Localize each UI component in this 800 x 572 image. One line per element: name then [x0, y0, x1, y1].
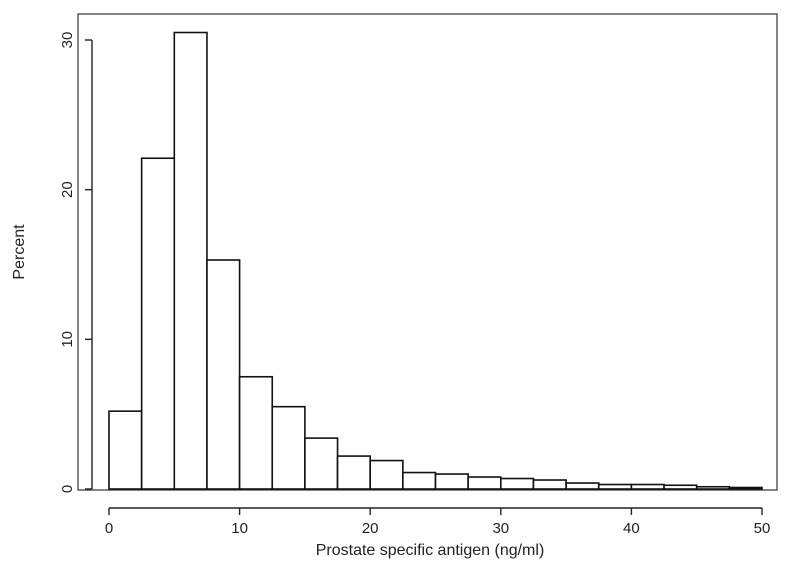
y-tick-label: 10: [59, 331, 76, 348]
y-tick-label: 0: [59, 485, 76, 493]
x-tick-label: 50: [754, 520, 771, 537]
y-axis-ticks: 0 10 20 30: [59, 32, 92, 493]
x-tick-label: 20: [362, 520, 379, 537]
histogram-bar: [336, 455, 371, 490]
histogram-bar: [173, 31, 208, 490]
y-axis-title: Percent: [11, 224, 28, 280]
histogram-bar: [108, 410, 143, 490]
histogram-bar: [140, 157, 176, 490]
x-axis-title: Prostate specific antigen (ng/ml): [316, 542, 545, 559]
histogram-bar: [499, 477, 535, 490]
histogram-bar: [467, 476, 502, 490]
plot-frame: [77, 13, 778, 491]
histogram-bar: [434, 473, 469, 490]
histogram-bar: [206, 259, 241, 490]
histogram-bar: [597, 483, 633, 490]
bars-group: [108, 31, 763, 490]
x-tick-label: 10: [231, 520, 248, 537]
x-tick-label: 40: [623, 520, 640, 537]
histogram-bar: [532, 479, 567, 490]
histogram-bar: [271, 405, 306, 490]
x-tick-label: 0: [105, 520, 113, 537]
x-axis-ticks: 0 10 20 30 40 50: [105, 508, 771, 537]
histogram-bar: [369, 459, 404, 490]
y-tick-label: 20: [59, 181, 76, 198]
x-tick-label: 30: [492, 520, 509, 537]
histogram-bar: [695, 485, 731, 490]
histogram-bar: [663, 484, 698, 490]
histogram-bar: [238, 375, 274, 490]
histogram-bar: [630, 483, 665, 490]
histogram-bar: [402, 471, 437, 490]
histogram-bar: [565, 482, 600, 490]
y-tick-label: 30: [59, 32, 76, 49]
histogram-bar: [728, 486, 763, 490]
histogram-bar: [304, 437, 339, 490]
